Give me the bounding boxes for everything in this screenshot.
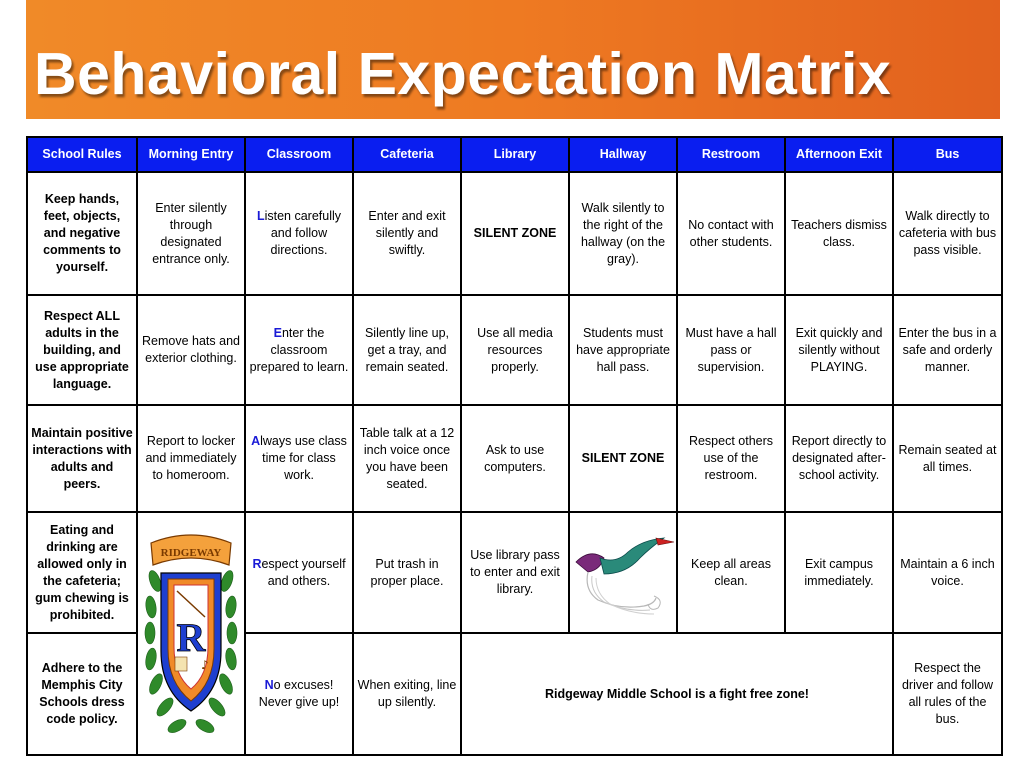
school-crest-icon: RIDGEWAY R ♪ bbox=[144, 533, 238, 733]
roadrunner-mascot-icon bbox=[575, 536, 675, 614]
classroom-text: o excuses! Never give up! bbox=[258, 678, 340, 709]
bus-cell: Enter the bus in a safe and orderly mann… bbox=[892, 294, 1003, 406]
classroom-cell: No excuses! Never give up! bbox=[244, 632, 354, 756]
restroom-cell: Keep all areas clean. bbox=[676, 511, 786, 634]
morning-entry-cell: Remove hats and exterior clothing. bbox=[136, 294, 246, 406]
header-school-rules: School Rules bbox=[26, 136, 138, 173]
afternoon-exit-cell: Exit quickly and silently without PLAYIN… bbox=[784, 294, 894, 406]
classroom-cell: Respect yourself and others. bbox=[244, 511, 354, 634]
hallway-cell: Students must have appropriate hall pass… bbox=[568, 294, 678, 406]
cafeteria-cell: When exiting, line up silently. bbox=[352, 632, 462, 756]
bus-cell: Maintain a 6 inch voice. bbox=[892, 511, 1003, 634]
classroom-cell: Enter the classroom prepared to learn. bbox=[244, 294, 354, 406]
restroom-cell: Respect others use of the restroom. bbox=[676, 404, 786, 513]
rule-cell: Respect ALL adults in the building, and … bbox=[26, 294, 138, 406]
afternoon-exit-cell: Teachers dismiss class. bbox=[784, 171, 894, 296]
header-hallway: Hallway bbox=[568, 136, 678, 173]
restroom-cell: Must have a hall pass or supervision. bbox=[676, 294, 786, 406]
classroom-cell: Always use class time for class work. bbox=[244, 404, 354, 513]
cafeteria-cell: Enter and exit silently and swiftly. bbox=[352, 171, 462, 296]
header-library: Library bbox=[460, 136, 570, 173]
header-row: School Rules Morning Entry Classroom Caf… bbox=[26, 136, 1003, 173]
page-title: Behavioral Expectation Matrix bbox=[34, 41, 892, 107]
morning-entry-cell: Report to locker and immediately to home… bbox=[136, 404, 246, 513]
rule-cell: Adhere to the Memphis City Schools dress… bbox=[26, 632, 138, 756]
bus-cell: Walk directly to cafeteria with bus pass… bbox=[892, 171, 1003, 296]
library-cell: Use library pass to enter and exit libra… bbox=[460, 511, 570, 634]
header-cafeteria: Cafeteria bbox=[352, 136, 462, 173]
library-cell: SILENT ZONE bbox=[460, 171, 570, 296]
header-restroom: Restroom bbox=[676, 136, 786, 173]
hallway-cell: SILENT ZONE bbox=[568, 404, 678, 513]
acrostic-letter: R bbox=[252, 556, 262, 571]
cafeteria-cell: Put trash in proper place. bbox=[352, 511, 462, 634]
crest-letter: R bbox=[177, 615, 207, 660]
bus-cell: Remain seated at all times. bbox=[892, 404, 1003, 513]
classroom-text: nter the classroom prepared to learn. bbox=[249, 325, 349, 374]
rule-cell: Maintain positive interactions with adul… bbox=[26, 404, 138, 513]
header-classroom: Classroom bbox=[244, 136, 354, 173]
rule-cell: Eating and drinking are allowed only in … bbox=[26, 511, 138, 634]
school-crest-cell: RIDGEWAY R ♪ bbox=[136, 511, 246, 756]
acrostic-letter: L bbox=[256, 209, 265, 223]
table-row: Adhere to the Memphis City Schools dress… bbox=[26, 632, 1003, 756]
library-cell: Ask to use computers. bbox=[460, 404, 570, 513]
crest-banner-text: RIDGEWAY bbox=[161, 547, 222, 559]
rule-cell: Keep hands, feet, objects, and negative … bbox=[26, 171, 138, 296]
classroom-cell: Listen carefully and follow directions. bbox=[244, 171, 354, 296]
library-cell: Use all media resources properly. bbox=[460, 294, 570, 406]
afternoon-exit-cell: Report directly to designated after-scho… bbox=[784, 404, 894, 513]
table-row: Keep hands, feet, objects, and negative … bbox=[26, 171, 1003, 296]
header-morning-entry: Morning Entry bbox=[136, 136, 246, 173]
acrostic-letter: E bbox=[273, 325, 282, 340]
fight-free-zone-banner: Ridgeway Middle School is a fight free z… bbox=[460, 632, 894, 756]
acrostic-letter: N bbox=[264, 678, 274, 692]
svg-text:♪: ♪ bbox=[201, 658, 209, 672]
header-bus: Bus bbox=[892, 136, 1003, 173]
expectation-matrix: School Rules Morning Entry Classroom Caf… bbox=[26, 136, 1003, 756]
roadrunner-cell bbox=[568, 511, 678, 634]
afternoon-exit-cell: Exit campus immediately. bbox=[784, 511, 894, 634]
classroom-text: isten carefully and follow directions. bbox=[264, 209, 342, 257]
title-banner: Behavioral Expectation Matrix bbox=[26, 0, 1000, 119]
table-row: Eating and drinking are allowed only in … bbox=[26, 511, 1003, 756]
cafeteria-cell: Silently line up, get a tray, and remain… bbox=[352, 294, 462, 406]
classroom-text: lways use class time for class work. bbox=[260, 434, 347, 482]
restroom-cell: No contact with other students. bbox=[676, 171, 786, 296]
header-afternoon-exit: Afternoon Exit bbox=[784, 136, 894, 173]
bus-cell: Respect the driver and follow all rules … bbox=[892, 632, 1003, 756]
cafeteria-cell: Table talk at a 12 inch voice once you h… bbox=[352, 404, 462, 513]
acrostic-letter: A bbox=[251, 434, 261, 448]
table-row: Respect ALL adults in the building, and … bbox=[26, 294, 1003, 406]
classroom-text: espect yourself and others. bbox=[261, 556, 346, 588]
morning-entry-cell: Enter silently through designated entran… bbox=[136, 171, 246, 296]
hallway-cell: Walk silently to the right of the hallwa… bbox=[568, 171, 678, 296]
table-row: Maintain positive interactions with adul… bbox=[26, 404, 1003, 513]
